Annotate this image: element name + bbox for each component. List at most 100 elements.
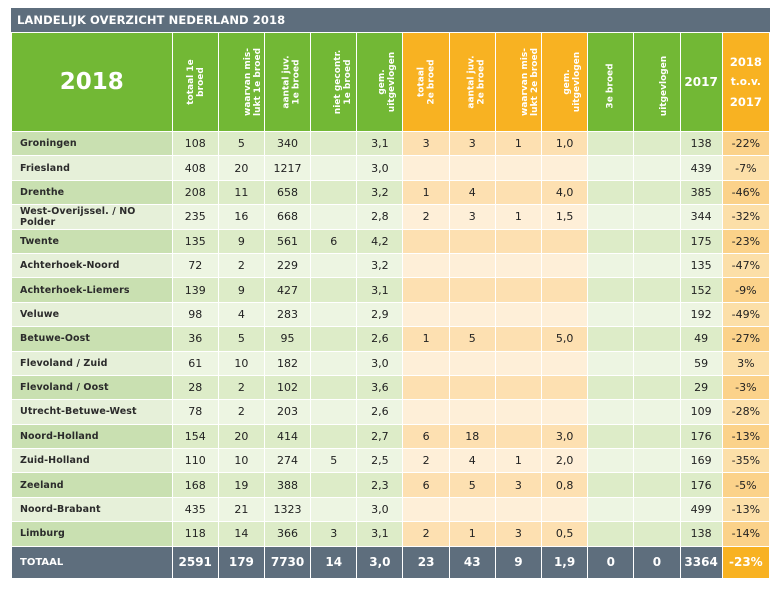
region-name: Zeeland [11,472,173,498]
cell-3e-broed [587,252,635,279]
cell-uitgevlogen-3e [633,496,681,523]
cell-3e-broed [587,155,635,181]
cell-gem-uitgevlogen-2e [540,277,589,303]
cell-totaal-1e: 98 [171,301,219,328]
cell-aantal-juv-1e: 182 [263,350,312,376]
cell-gem-uitgevlogen-1e: 3,0 [356,496,404,523]
region-name: Noord-Holland [11,423,173,450]
header-text: totaal 2e broed [416,58,437,105]
cell-2017: 176 [679,472,723,498]
table-row: Achterhoek-Noord 72 2 229 3,2 135 -47% [11,252,771,279]
cell-uitgevlogen-3e [633,130,681,157]
cell-2017: 176 [679,423,723,450]
cell-gem-uitgevlogen-1e: 2,8 [356,204,404,230]
header-text: waarvan mis-lukt 1e broed [242,47,263,116]
total-gem-uitgevlogen-1e: 3,0 [356,545,404,579]
cell-mislukt-1e: 2 [217,252,265,279]
cell-uitgevlogen-3e [633,374,681,401]
table-row: Flevoland / Zuid 61 10 182 3,0 59 3% [11,350,771,376]
header-text: uitgevlogen [659,55,670,116]
cell-niet-gecontr-1e [310,155,358,181]
cell-2017: 175 [679,228,723,254]
cell-mislukt-2e [494,277,543,303]
cell-mislukt-2e [494,179,543,206]
cell-verschil: -3% [721,374,771,401]
cell-mislukt-2e [494,399,543,425]
cell-uitgevlogen-3e [633,350,681,376]
cell-uitgevlogen-3e [633,228,681,254]
region-name: Friesland [11,155,173,181]
cell-totaal-1e: 154 [171,423,219,450]
overview-table: 2018 totaal 1e broed waarvan mis-lukt 1e … [11,32,771,579]
total-mislukt-2e: 9 [494,545,543,579]
cell-gem-uitgevlogen-1e: 3,6 [356,374,404,401]
cell-totaal-1e: 61 [171,350,219,376]
table-row: Friesland 408 20 1217 3,0 439 -7% [11,155,771,181]
cell-verschil: -7% [721,155,771,181]
cell-verschil: -35% [721,448,771,474]
region-name: Betuwe-Oost [11,326,173,352]
cell-aantal-juv-1e: 340 [263,130,312,157]
cell-totaal-2e: 2 [402,204,450,230]
cell-3e-broed [587,277,635,303]
table-row: Groningen 108 5 340 3,1 3 3 1 1,0 138 -22% [11,130,771,157]
cell-aantal-juv-1e: 274 [263,448,312,474]
cell-aantal-juv-2e [448,155,496,181]
cell-totaal-2e: 1 [402,179,450,206]
header-totaal-2e-broed: totaal 2e broed [402,32,450,132]
total-uitgevlogen-3e: 0 [633,545,681,579]
cell-gem-uitgevlogen-1e: 2,9 [356,301,404,328]
cell-aantal-juv-1e: 427 [263,277,312,303]
cell-totaal-1e: 135 [171,228,219,254]
header-row: 2018 totaal 1e broed waarvan mis-lukt 1e … [11,32,771,132]
cell-niet-gecontr-1e [310,350,358,376]
cell-2017: 169 [679,448,723,474]
cell-totaal-1e: 208 [171,179,219,206]
cell-gem-uitgevlogen-2e: 2,0 [540,448,589,474]
cell-mislukt-1e: 4 [217,301,265,328]
cell-uitgevlogen-3e [633,521,681,547]
cell-uitgevlogen-3e [633,448,681,474]
cell-mislukt-1e: 10 [217,448,265,474]
cell-aantal-juv-2e [448,350,496,376]
cell-niet-gecontr-1e: 6 [310,228,358,254]
total-totaal-2e: 23 [402,545,450,579]
cell-verschil: -5% [721,472,771,498]
table-row: Betuwe-Oost 36 5 95 2,6 1 5 5,0 49 -27% [11,326,771,352]
total-gem-uitgevlogen-2e: 1,9 [540,545,589,579]
table-row: Utrecht-Betuwe-West 78 2 203 2,6 109 -28% [11,399,771,425]
cell-totaal-1e: 28 [171,374,219,401]
cell-mislukt-1e: 20 [217,423,265,450]
total-aantal-juv-2e: 43 [448,545,496,579]
total-verschil: -23% [721,545,771,579]
cell-mislukt-1e: 20 [217,155,265,181]
cell-gem-uitgevlogen-2e [540,496,589,523]
cell-mislukt-2e [494,155,543,181]
cell-aantal-juv-1e: 561 [263,228,312,254]
region-name: Achterhoek-Liemers [11,277,173,303]
cell-aantal-juv-1e: 229 [263,252,312,279]
table-title: LANDELIJK OVERZICHT NEDERLAND 2018 [11,8,770,32]
cell-aantal-juv-2e: 3 [448,130,496,157]
cell-gem-uitgevlogen-1e: 3,0 [356,350,404,376]
header-text: gem. uitgevlogen [562,51,583,112]
cell-mislukt-2e: 1 [494,204,543,230]
header-3e-broed: 3e broed [587,32,635,132]
cell-totaal-1e: 435 [171,496,219,523]
cell-niet-gecontr-1e [310,301,358,328]
cell-totaal-2e [402,301,450,328]
cell-3e-broed [587,374,635,401]
table-row: Veluwe 98 4 283 2,9 192 -49% [11,301,771,328]
cell-uitgevlogen-3e [633,423,681,450]
cell-verschil: -27% [721,326,771,352]
cell-verschil: -46% [721,179,771,206]
region-name: Veluwe [11,301,173,328]
cell-3e-broed [587,326,635,352]
header-2017: 2017 [679,32,723,132]
cell-uitgevlogen-3e [633,179,681,206]
cell-gem-uitgevlogen-2e [540,301,589,328]
cell-uitgevlogen-3e [633,326,681,352]
cell-niet-gecontr-1e [310,277,358,303]
region-name: Noord-Brabant [11,496,173,523]
cell-aantal-juv-2e: 1 [448,521,496,547]
